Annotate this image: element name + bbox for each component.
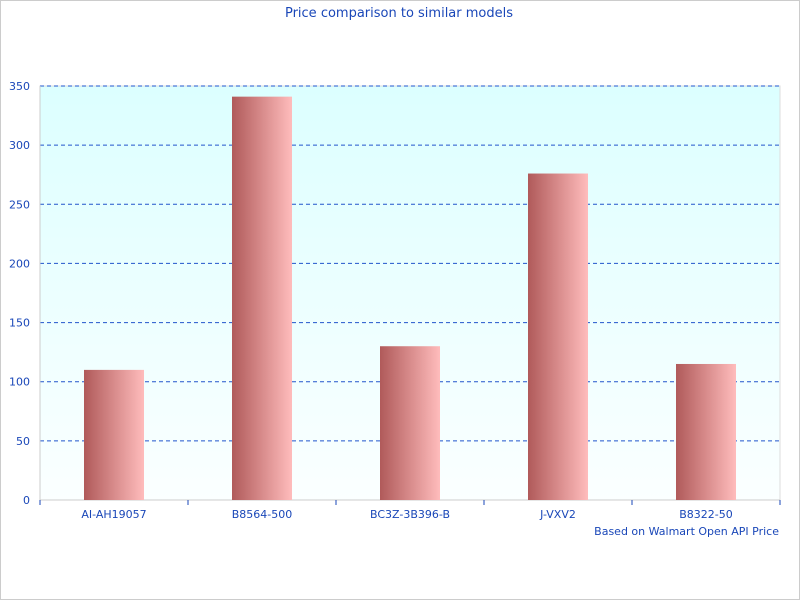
y-tick-label: 250 xyxy=(9,198,30,211)
bar xyxy=(380,346,440,500)
y-tick-label: 200 xyxy=(9,257,30,270)
y-tick-label: 300 xyxy=(9,139,30,152)
bar xyxy=(676,363,736,500)
x-tick-label: B8564-500 xyxy=(232,508,293,521)
y-tick-label: 0 xyxy=(23,494,30,507)
y-tick-label: 50 xyxy=(16,435,30,448)
y-tick-label: 150 xyxy=(9,317,30,330)
bar xyxy=(528,173,588,500)
x-tick-label: BC3Z-3B396-B xyxy=(370,508,450,521)
chart-title: Price comparison to similar models xyxy=(285,6,513,21)
y-tick-label: 100 xyxy=(9,376,30,389)
bar xyxy=(232,96,292,500)
x-tick-label: AI-AH19057 xyxy=(81,508,146,521)
x-tick-label: B8322-50 xyxy=(679,508,733,521)
x-tick-label: J-VXV2 xyxy=(539,508,576,521)
x-axis-label: Based on Walmart Open API Price xyxy=(594,525,779,538)
y-tick-label: 350 xyxy=(9,80,30,93)
bar xyxy=(84,369,144,500)
